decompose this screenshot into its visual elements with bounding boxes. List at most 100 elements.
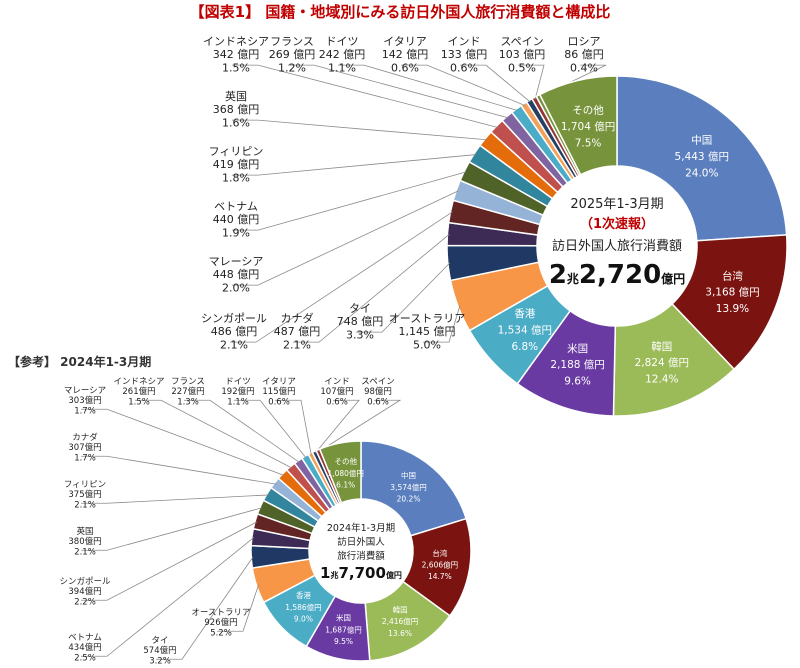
slice-label-pct: 3.3%	[346, 328, 374, 341]
leader-line	[401, 64, 526, 106]
slice-label-pct: 1.8%	[222, 171, 250, 184]
slice-label-pct: 6.1%	[336, 480, 355, 489]
leader-line	[318, 399, 402, 452]
slice-label-pct: 2.1%	[220, 338, 248, 351]
donut-chart-2	[81, 399, 472, 662]
leader-line	[81, 455, 277, 485]
slice-label-name: 香港	[514, 308, 535, 320]
slice-その他	[538, 75, 618, 176]
slice-label-value: 394億円	[68, 586, 101, 597]
slice-label-pct: 1.2%	[278, 61, 306, 74]
slice-label-pct: 1.9%	[222, 226, 250, 239]
leader-line	[314, 399, 360, 454]
slice-label-name: ドイツ	[225, 377, 251, 387]
slice-label-pct: 1.6%	[222, 116, 250, 129]
slice-label-pct: 0.4%	[570, 61, 598, 74]
slice-label-name: ロシア	[568, 35, 601, 48]
slice-label-name: フィリピン	[209, 145, 264, 158]
slice-label-name: タイ	[349, 302, 371, 315]
slice-label-name: ドイツ	[326, 35, 359, 48]
slice-中国	[360, 440, 468, 537]
slice-label-value: 434億円	[68, 642, 101, 653]
slice-label-pct: 0.6%	[391, 61, 419, 74]
slice-label-pct: 6.8%	[511, 341, 538, 353]
slice-label-pct: 9.6%	[564, 376, 591, 388]
slice-label-value: 368 億円	[213, 103, 260, 116]
slice-label-name: 米国	[567, 342, 588, 355]
slice-label-pct: 1.5%	[128, 397, 150, 407]
slice-label-name: ベトナム	[68, 633, 102, 643]
slice-label-pct: 7.5%	[575, 137, 602, 149]
slice-label-value: 486 億円	[211, 325, 258, 338]
slice-label-value: 107億円	[320, 386, 353, 397]
slice-label-pct: 2.0%	[222, 281, 250, 294]
slice-label-name: シンガポール	[201, 312, 267, 325]
slice-label-value: 3,168 億円	[705, 286, 759, 299]
slice-label-name: 韓国	[393, 604, 408, 614]
slice-label-value: 269 億円	[269, 48, 316, 61]
slice-label-value: 380億円	[68, 536, 101, 547]
center-total-part: 兆	[330, 570, 338, 580]
slice-label-value: 1,687億円	[325, 624, 361, 634]
leader-line	[81, 537, 255, 657]
center-total: 2兆2,720億円	[549, 260, 685, 290]
slice-label-name: 英国	[76, 526, 93, 537]
slice-label-value: 133 億円	[441, 48, 488, 61]
leader-line	[234, 399, 307, 459]
center-total-part: 兆	[567, 271, 579, 286]
slice-label-pct: 9.5%	[334, 637, 353, 646]
leader-line	[460, 64, 531, 103]
slice-label-value: 2,188 億円	[550, 358, 604, 371]
slice-label-name: マレーシア	[64, 386, 106, 396]
slice-label-value: 1,704 億円	[561, 120, 615, 133]
slice-label-pct: 20.2%	[397, 495, 421, 504]
slice-label-value: 448 億円	[213, 268, 260, 281]
slice-label-value: 2,824 億円	[635, 356, 689, 369]
slice-label-name: 中国	[401, 470, 416, 480]
leader-line	[423, 305, 461, 343]
leader-line	[275, 399, 312, 456]
slice-label-value: 2,416億円	[382, 616, 418, 626]
slice-label-name: インドネシア	[113, 377, 164, 387]
slice-label-pct: 1.1%	[227, 397, 249, 407]
slice-label-value: 1,586億円	[285, 602, 321, 612]
leader-line	[81, 507, 263, 551]
slice-label-pct: 24.0%	[685, 167, 718, 179]
slice-label-name: 台湾	[722, 269, 743, 282]
slice-label-value: 1,080億円	[327, 468, 363, 478]
center-label: 訪日外国人旅行消費額	[552, 238, 682, 254]
slice-label-name: カナダ	[72, 432, 98, 443]
slice-label-name: 英国	[225, 89, 247, 103]
center-label: 旅行消費額	[337, 550, 385, 562]
slice-label-name: インド	[448, 35, 481, 48]
slice-label-name: タイ	[151, 636, 168, 646]
slice-label-name: カナダ	[281, 311, 314, 325]
slice-label-value: 115億円	[262, 386, 295, 397]
center-total-part: 億円	[386, 570, 402, 580]
slice-label-value: 307億円	[68, 442, 101, 453]
slice-label-pct: 0.6%	[367, 397, 389, 407]
slice-label-value: 103 億円	[499, 48, 546, 61]
center-total-part: 1	[320, 564, 330, 582]
leader-line	[356, 262, 451, 333]
slice-label-pct: 0.6%	[326, 397, 348, 407]
slice-label-value: 419 億円	[213, 158, 260, 171]
slice-label-name: フランス	[270, 35, 314, 48]
slice-label-value: 261億円	[122, 386, 155, 397]
figure-title: 【図表1】 国籍・地域別にみる訪日外国人旅行消費額と構成比	[190, 3, 611, 21]
slice-label-pct: 1.7%	[74, 406, 96, 416]
center-total-part: 億円	[661, 271, 685, 286]
slice-label-name: シンガポール	[59, 576, 111, 587]
slice-label-name: オーストラリア	[389, 312, 465, 325]
slice-label-value: 242 億円	[319, 48, 366, 61]
slice-label-pct: 0.6%	[450, 61, 478, 74]
slice-label-name: スペイン	[361, 377, 394, 387]
leader-line	[184, 399, 300, 463]
slice-label-name: ベトナム	[214, 200, 258, 213]
slice-label-pct: 5.2%	[210, 628, 232, 638]
slice-label-value: 192億円	[221, 386, 254, 397]
slice-label-value: 1,534 億円	[498, 324, 552, 337]
leader-line	[338, 64, 518, 111]
slice-label-value: 574億円	[143, 645, 176, 656]
